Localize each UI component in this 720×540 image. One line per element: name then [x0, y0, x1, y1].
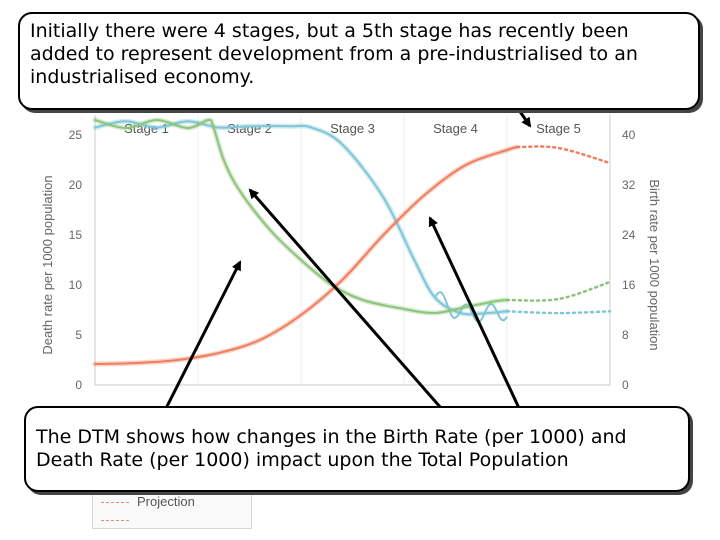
- legend-extra-row: [101, 512, 137, 527]
- population-series: [92, 144, 612, 367]
- left-axis-ticks: 0 5 10 15 20 25: [69, 128, 83, 392]
- right-tick-label: 16: [622, 278, 636, 292]
- callout-dtm-text: The DTM shows how changes in the Birth R…: [36, 426, 627, 471]
- stage-label: Stage 5: [536, 121, 581, 136]
- right-tick-label: 0: [622, 378, 629, 392]
- stage-labels: Stage 1 Stage 2 Stage 3 Stage 4 Stage 5: [124, 121, 581, 136]
- population-line: [94, 146, 519, 365]
- stage-label: Stage 2: [227, 121, 272, 136]
- death-series: [92, 117, 612, 316]
- right-tick-label: 24: [622, 228, 636, 242]
- birth-series: [92, 118, 612, 323]
- callout-dtm-note: The DTM shows how changes in the Birth R…: [24, 406, 690, 492]
- stage-label: Stage 3: [330, 121, 375, 136]
- callout-stages-text: Initially there were 4 stages, but a 5th…: [30, 20, 638, 88]
- left-tick-label: 5: [75, 328, 82, 342]
- stage-label: Stage 4: [433, 121, 478, 136]
- right-axis-label: Birth rate per 1000 population: [647, 179, 662, 350]
- series: [92, 117, 612, 367]
- left-tick-label: 25: [69, 128, 83, 142]
- birth-projection: [505, 310, 612, 315]
- right-axis-ticks: 0 8 16 24 32 40: [622, 128, 636, 392]
- left-tick-label: 15: [69, 228, 83, 242]
- left-tick-label: 20: [69, 178, 83, 192]
- stage-label: Stage 1: [124, 121, 169, 136]
- projection-dash-icon: [101, 502, 129, 504]
- left-tick-label: 0: [75, 378, 82, 392]
- birth-rate-arrow: [248, 188, 464, 433]
- legend: Projection: [92, 488, 252, 529]
- right-tick-label: 8: [622, 328, 629, 342]
- left-tick-label: 10: [69, 278, 83, 292]
- right-tick-label: 40: [622, 128, 636, 142]
- legend-projection: Projection: [101, 494, 195, 509]
- grid: [197, 115, 508, 385]
- legend-projection-label: Projection: [137, 494, 195, 509]
- death-line: [94, 118, 508, 315]
- left-axis-label: Death rate per 1000 population: [40, 175, 55, 354]
- right-tick-label: 32: [622, 178, 636, 192]
- axes: [94, 115, 611, 386]
- dash-icon: [101, 520, 129, 522]
- callout-stages-note: Initially there were 4 stages, but a 5th…: [18, 12, 700, 110]
- birth-wave-strand: [434, 291, 508, 323]
- death-projection: [505, 280, 612, 302]
- population-projection: [516, 145, 612, 165]
